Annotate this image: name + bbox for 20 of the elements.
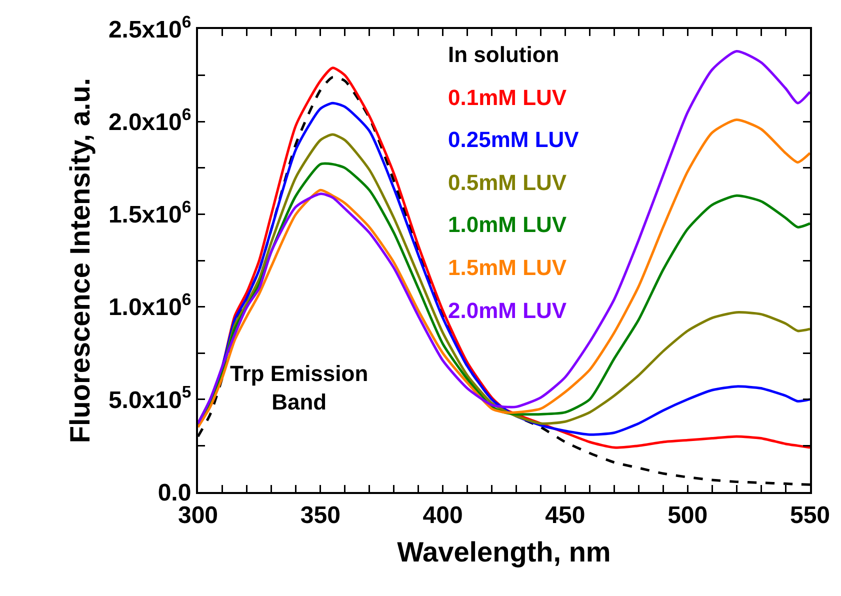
annotation: Trp Emission Band: [230, 361, 368, 415]
y-tick-label: 5.0x10$^{5}$: [108, 382, 192, 414]
x-tick-label: 450: [545, 502, 586, 529]
series-label: 1.5mM LUV: [448, 255, 567, 280]
text: 0.1mM LUV: [448, 85, 567, 110]
text: 1.0mM LUV: [448, 212, 567, 237]
x-tick-label: 550: [790, 502, 830, 529]
y-axis-title: Fluorescence Intensity, a.u.: [64, 78, 96, 444]
series-label: 2.0mM LUV: [448, 298, 567, 323]
x-tick-label: 500: [668, 502, 708, 529]
y-tick-label: 2.0x10$^{6}$: [108, 104, 192, 136]
x-axis-title: Wavelength, nm: [397, 536, 611, 568]
y-tick-label: 1.5x10$^{6}$: [108, 198, 192, 229]
y-tick-label: 2.5x10$^{6}$: [108, 12, 192, 44]
y-tick-label: 1.0x10$^{6}$: [108, 290, 192, 322]
x-tick-label: 350: [300, 502, 340, 529]
text: 0.5mM LUV: [448, 170, 567, 195]
legend-label: In solution: [448, 42, 560, 67]
text: 0.25mM LUV: [448, 127, 580, 152]
x-tick-label: 400: [422, 502, 463, 529]
